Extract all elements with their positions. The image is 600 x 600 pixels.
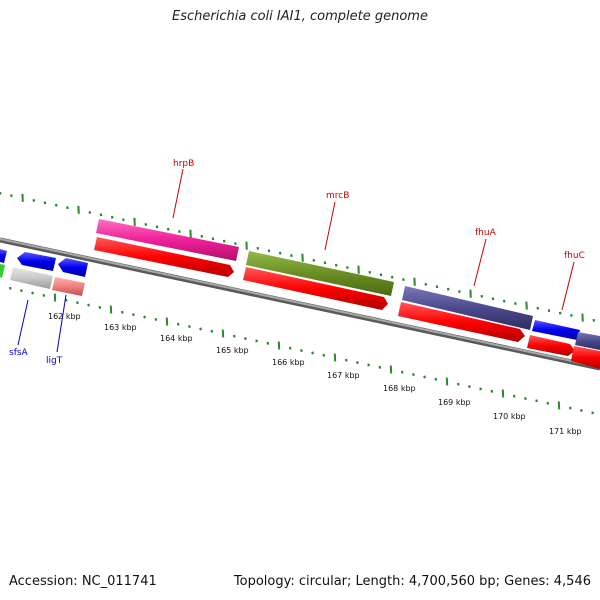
gene-label-leaders xyxy=(17,168,575,353)
forward-strand-genes xyxy=(0,219,600,350)
genome-summary-text: Topology: circular; Length: 4,700,560 bp… xyxy=(233,574,591,589)
blue-gene-reverse-2[interactable] xyxy=(58,258,88,277)
scale-label: 167 kbp xyxy=(327,371,360,380)
cds-red-4[interactable] xyxy=(527,335,575,356)
fhuC-gene[interactable] xyxy=(532,320,580,340)
scale-label: 163 kbp xyxy=(104,323,137,332)
scale-label: 165 kbp xyxy=(216,346,249,355)
blue-gene-left-edge[interactable] xyxy=(0,249,7,263)
mrcB-gene[interactable] xyxy=(246,251,394,296)
scale-label: 168 kbp xyxy=(383,384,416,393)
accession-text: Accession: NC_011741 xyxy=(9,574,157,589)
scale-label: 166 kbp xyxy=(272,358,305,367)
scale-label: 170 kbp xyxy=(493,412,526,421)
hrpB-gene[interactable] xyxy=(96,219,239,261)
fhuA-gene[interactable] xyxy=(402,286,533,330)
scale-label: 162 kbp xyxy=(48,312,81,321)
upper-tick-row xyxy=(0,191,596,322)
grey-gene[interactable] xyxy=(10,267,53,289)
gene-label-fhuA[interactable]: fhuA xyxy=(475,228,497,238)
genome-backbone xyxy=(0,237,600,371)
fhuD-gene[interactable] xyxy=(575,332,600,350)
gene-label-mrcB[interactable]: mrcB xyxy=(326,191,349,201)
gene-label-fhuC[interactable]: fhuC xyxy=(564,251,585,261)
cds-red-5[interactable] xyxy=(571,346,600,369)
scale-label: 164 kbp xyxy=(160,334,193,343)
gene-labels: hrpB mrcB fhuA fhuC sfsA ligT xyxy=(9,159,585,366)
cds-red-2[interactable] xyxy=(243,267,388,310)
gene-label-sfsA[interactable]: sfsA xyxy=(9,348,29,358)
gene-label-hrpB[interactable]: hrpB xyxy=(173,159,194,169)
salmon-gene[interactable] xyxy=(52,277,85,296)
scale-label: 171 kbp xyxy=(549,427,582,436)
scale-label: 169 kbp xyxy=(438,398,471,407)
cds-red-3[interactable] xyxy=(398,302,525,342)
gene-label-ligT[interactable]: ligT xyxy=(46,356,63,366)
reverse-strand-genes xyxy=(0,237,600,369)
scale-labels: 162 kbp 163 kbp 164 kbp 165 kbp 166 kbp … xyxy=(48,312,582,436)
lower-tick-row xyxy=(8,286,594,415)
cds-red-1[interactable] xyxy=(94,237,234,277)
blue-gene-reverse-1[interactable] xyxy=(17,252,56,271)
green-gene-left-edge[interactable] xyxy=(0,264,5,278)
map-title: Escherichia coli IAI1, complete genome xyxy=(172,9,428,24)
